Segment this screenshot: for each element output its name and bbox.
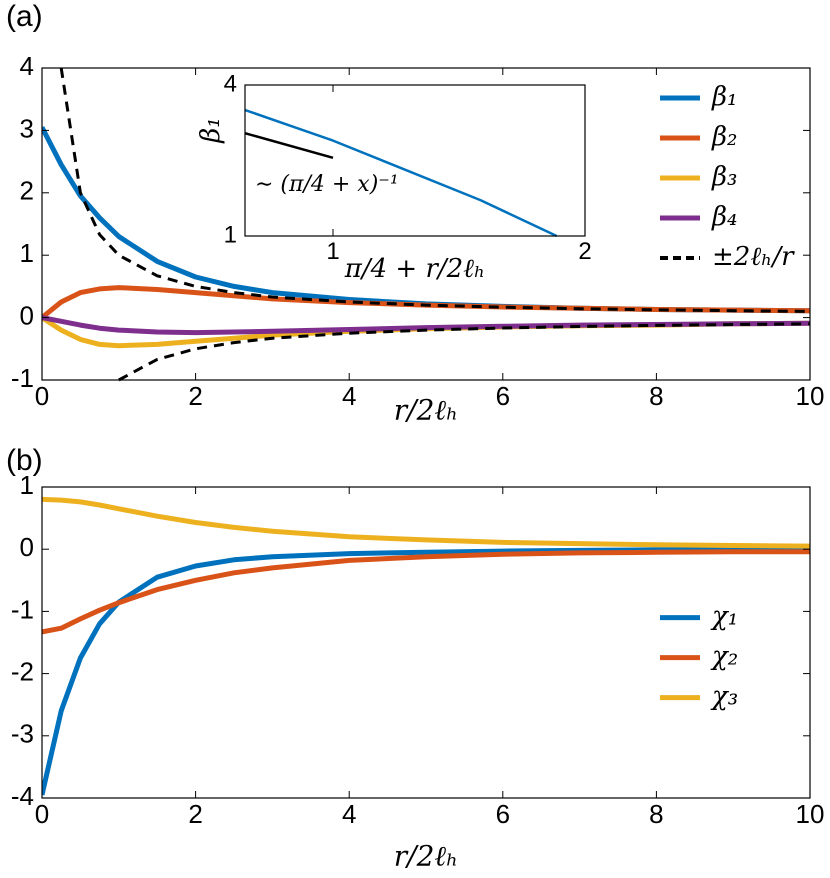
legend-label: ±2ℓₕ/r [712, 242, 795, 272]
x-tick-label: 8 [649, 799, 663, 829]
x-tick-label: 0 [35, 381, 49, 411]
plot-lines [42, 496, 810, 796]
x-tick-label: 10 [796, 381, 825, 411]
x-tick-label: 6 [496, 799, 510, 829]
plot-area [245, 85, 585, 236]
y-tick-label: 4 [20, 51, 34, 81]
y-tick-label: 0 [20, 532, 34, 562]
plot-lines [245, 108, 558, 238]
x-tick-label: 2 [188, 381, 202, 411]
x-tick-label: 6 [496, 381, 510, 411]
legend-label: β₄ [711, 202, 737, 232]
y-tick-label: -1 [11, 363, 34, 393]
y-tick-label: 0 [20, 300, 34, 330]
x-axis-label: π/4 + r/2ℓₕ [344, 254, 486, 284]
y-tick-label: 1 [20, 238, 34, 268]
y-tick-label: -4 [11, 781, 34, 811]
y-tick-label: 2 [20, 176, 34, 206]
series-line [42, 315, 810, 336]
x-tick-label: 4 [342, 799, 356, 829]
series-line [245, 108, 558, 238]
legend-label: β₃ [711, 162, 737, 192]
x-axis-label: r/2ℓₕ [394, 394, 458, 427]
x-tick-label: 2 [578, 238, 591, 265]
x-tick-label: 1 [326, 238, 339, 265]
series-line [245, 131, 334, 160]
axes-box [244, 84, 586, 237]
legend-label: χ₁ [710, 602, 738, 632]
y-tick-label: 3 [20, 113, 34, 143]
y-tick-label: 1 [20, 470, 34, 500]
panel-label: (b) [6, 444, 43, 477]
y-tick-label: -1 [11, 594, 34, 624]
annotation: ∼ (π/4 + x)⁻¹ [255, 172, 399, 197]
x-tick-label: 10 [796, 799, 825, 829]
series-line [42, 547, 810, 796]
y-axis-label: β₁ [196, 117, 226, 143]
x-tick-label: 8 [649, 381, 663, 411]
y-tick-label: -2 [11, 656, 34, 686]
x-tick-label: 0 [35, 799, 49, 829]
axes-box [41, 486, 811, 799]
legend-label: χ₂ [710, 642, 738, 672]
y-tick-label: 4 [224, 70, 237, 97]
x-tick-label: 2 [188, 799, 202, 829]
x-tick-label: 4 [342, 381, 356, 411]
legend-label: β₁ [711, 82, 737, 112]
plot-area [42, 487, 810, 798]
plot-lines [42, 67, 810, 382]
legend-label: β₂ [711, 122, 737, 152]
legend-label: χ₃ [710, 682, 738, 712]
series-line [118, 322, 810, 382]
y-tick-label: 1 [224, 221, 237, 248]
x-axis-label: r/2ℓₕ [394, 840, 458, 873]
y-tick-label: -3 [11, 719, 34, 749]
axes-box [41, 67, 811, 381]
series-line [42, 285, 810, 320]
series-line [42, 549, 810, 635]
panel-label: (a) [6, 0, 43, 33]
series-line [59, 67, 810, 313]
series-line [42, 496, 810, 549]
